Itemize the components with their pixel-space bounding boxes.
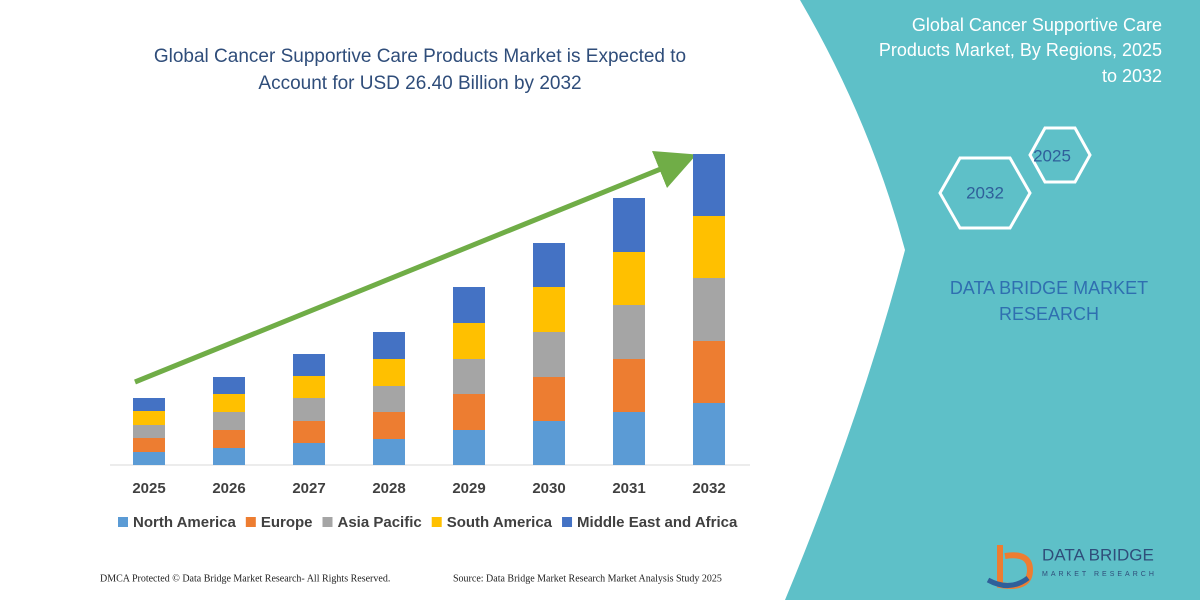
bar-segment: [453, 359, 485, 394]
bar-segment: [693, 278, 725, 341]
bar-segment: [133, 438, 165, 452]
bar-segment: [533, 332, 565, 377]
x-tick-label: 2028: [372, 480, 405, 497]
bar-segment: [293, 443, 325, 465]
x-tick-label: 2029: [452, 480, 485, 497]
legend-swatch: [431, 517, 442, 527]
bar-segment: [373, 439, 405, 465]
bar-segment: [533, 421, 565, 465]
panel-title: Products Market, By Regions, 2025: [879, 40, 1162, 60]
hexagon-label: 2032: [966, 183, 1004, 202]
panel-title: Global Cancer Supportive Care: [912, 15, 1162, 35]
bar-segment: [293, 398, 325, 421]
bar-segment: [533, 243, 565, 287]
legend-label: Asia Pacific: [338, 514, 422, 531]
bar-segment: [613, 252, 645, 305]
bar-segment: [213, 412, 245, 430]
hexagon: [1028, 126, 1092, 184]
bar-segment: [213, 448, 245, 465]
bar-segment: [453, 394, 485, 430]
legend-swatch: [118, 517, 128, 527]
legend-label: Middle East and Africa: [577, 514, 738, 531]
bar-segment: [613, 305, 645, 359]
bar-segment: [693, 216, 725, 278]
legend-swatch: [245, 517, 256, 527]
chart-title: Account for USD 26.40 Billion by 2032: [258, 73, 581, 94]
bar-segment: [213, 377, 245, 394]
panel-title: to 2032: [1102, 66, 1162, 86]
bar-segment: [373, 412, 405, 439]
bar-segment: [613, 359, 645, 412]
x-tick-label: 2025: [132, 480, 165, 497]
bar-segment: [293, 354, 325, 376]
bar-segment: [453, 287, 485, 323]
legend-swatch: [322, 517, 333, 527]
hexagon: [938, 156, 1032, 230]
legend-label: North America: [133, 514, 236, 531]
x-tick-label: 2027: [292, 480, 325, 497]
bar-segment: [373, 359, 405, 386]
bar-segment: [453, 430, 485, 465]
bar-segment: [293, 376, 325, 398]
bar-segment: [293, 421, 325, 443]
logo-mark: [986, 575, 1030, 588]
x-tick-label: 2032: [692, 480, 725, 497]
legend-swatch: [562, 517, 573, 527]
bar-segment: [613, 412, 645, 465]
bar-segment: [133, 452, 165, 465]
side-panel: [785, 0, 1200, 600]
x-tick-label: 2026: [212, 480, 245, 497]
x-tick-label: 2031: [612, 480, 645, 497]
trend-arrow: [134, 150, 697, 385]
chart-title: Global Cancer Supportive Care Products M…: [154, 46, 686, 67]
legend-label: South America: [447, 514, 553, 531]
footer-left: DMCA Protected © Data Bridge Market Rese…: [100, 573, 390, 584]
bar-segment: [533, 287, 565, 332]
bar-segment: [453, 323, 485, 359]
bar-segment: [533, 377, 565, 421]
hexagon-label: 2025: [1033, 146, 1071, 165]
bar-segment: [213, 430, 245, 448]
x-tick-label: 2030: [532, 480, 565, 497]
logo-name: DATA BRIDGE: [1042, 545, 1154, 564]
bar-segment: [693, 154, 725, 216]
logo-tagline: MARKET RESEARCH: [1042, 571, 1157, 578]
bar-segment: [693, 403, 725, 465]
footer-right: Source: Data Bridge Market Research Mark…: [453, 573, 722, 584]
bar-segment: [133, 398, 165, 411]
bar-segment: [373, 386, 405, 412]
bar-segment: [613, 198, 645, 252]
bar-segment: [133, 411, 165, 425]
brand-text: DATA BRIDGE MARKET: [950, 278, 1148, 298]
bar-segment: [133, 425, 165, 438]
legend-label: Europe: [261, 514, 313, 531]
bar-segment: [693, 341, 725, 403]
bar-segment: [213, 394, 245, 412]
brand-text: RESEARCH: [999, 304, 1099, 324]
bar-segment: [373, 332, 405, 359]
